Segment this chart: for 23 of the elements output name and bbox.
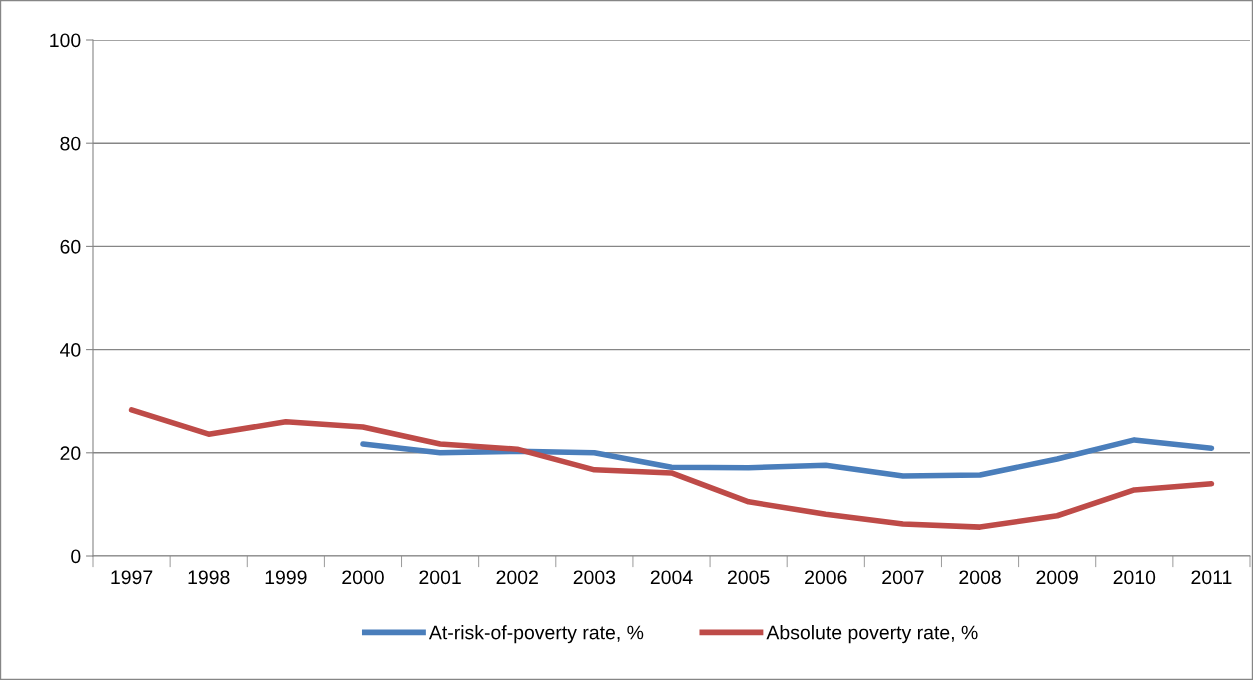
legend-label: Absolute poverty rate, % [766, 625, 978, 644]
y-tick-label: 60 [60, 239, 81, 254]
x-tick-label: 1998 [188, 570, 230, 585]
x-tick-label: 2002 [496, 570, 538, 585]
legend-label: At-risk-of-poverty rate, % [428, 625, 644, 644]
y-tick-label: 20 [60, 446, 81, 461]
x-tick-label: 2007 [882, 570, 924, 585]
x-tick-label: 2006 [805, 570, 847, 585]
x-tick-label: 2011 [1191, 570, 1232, 585]
x-tick-label: 2008 [959, 570, 1001, 585]
x-tick-label: 2010 [1113, 570, 1156, 585]
x-tick-label: 2005 [727, 570, 770, 585]
x-tick-label: 1997 [111, 570, 153, 585]
x-tick-label: 2001 [419, 570, 461, 585]
x-tick-label: 2003 [573, 570, 616, 585]
x-tick-label: 2000 [342, 570, 384, 585]
y-tick-label: 0 [71, 549, 81, 564]
y-tick-label: 40 [60, 343, 81, 357]
y-tick-label: 80 [60, 136, 81, 151]
x-tick-label: 1999 [265, 570, 307, 585]
y-tick-label: 100 [50, 33, 81, 48]
x-tick-label: 2009 [1036, 570, 1078, 585]
x-tick-label: 2004 [650, 570, 693, 585]
